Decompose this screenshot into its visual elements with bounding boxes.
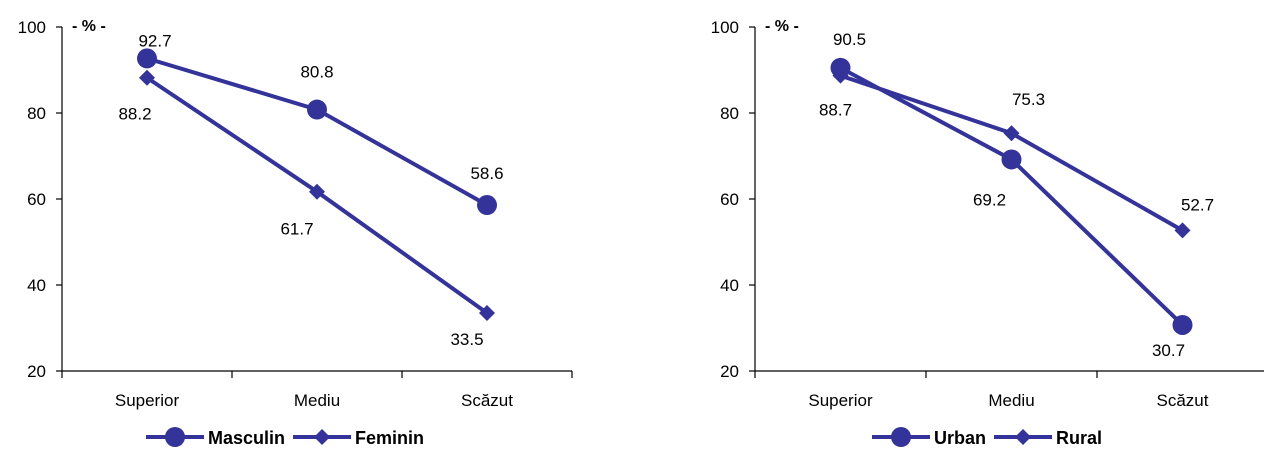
- legend-label-rural: Rural: [1056, 428, 1102, 448]
- legend-label-feminin: Feminin: [355, 428, 424, 448]
- data-point-urban: [830, 57, 851, 78]
- y-tick-label: 100: [18, 18, 46, 37]
- chart-panel-2: 20 40 60 80 100 Superior Mediu Scăzut - % - 90.5 6…: [711, 18, 1264, 448]
- y-tick-label: 100: [711, 18, 739, 37]
- data-label: 30.7: [1152, 341, 1185, 360]
- data-point-rural: [1003, 125, 1020, 142]
- data-label: 80.8: [300, 63, 333, 82]
- data-label: 33.5: [450, 330, 483, 349]
- data-label: 88.2: [118, 105, 151, 124]
- y-tick-label: 60: [27, 190, 46, 209]
- y-tick-label: 80: [27, 104, 46, 123]
- y-unit-label: - % -: [765, 18, 799, 35]
- y-tick-label: 40: [720, 276, 739, 295]
- data-point-urban: [1001, 149, 1022, 170]
- legend: Urban Rural: [872, 427, 1102, 448]
- data-point-feminin: [309, 183, 325, 200]
- legend: Masculin Feminin: [146, 427, 424, 448]
- chart-panel-1: 20 40 60 80 100 Superior Mediu Scăzut - % - 92.7 8…: [18, 18, 573, 448]
- legend-marker-diamond: [1015, 429, 1032, 445]
- data-point-feminin: [479, 304, 495, 321]
- y-tick-label: 20: [27, 362, 46, 381]
- x-tick-label: Scăzut: [1157, 391, 1209, 410]
- y-tick-label: 40: [27, 276, 46, 295]
- x-tick-label: Superior: [115, 391, 180, 410]
- data-label: 58.6: [470, 164, 503, 183]
- y-tick-label: 20: [720, 362, 739, 381]
- data-point-masculin: [137, 48, 157, 69]
- legend-label-urban: Urban: [934, 428, 986, 448]
- data-point-urban: [1172, 314, 1193, 335]
- data-point-feminin: [139, 69, 155, 86]
- data-label: 88.7: [819, 101, 852, 120]
- y-unit-label: - % -: [72, 18, 106, 35]
- x-tick-label: Mediu: [988, 391, 1034, 410]
- data-label: 90.5: [833, 30, 866, 49]
- data-label: 61.7: [280, 220, 313, 239]
- data-label: 92.7: [138, 31, 171, 50]
- legend-marker-circle: [165, 427, 185, 447]
- legend-marker-diamond: [314, 429, 331, 445]
- x-tick-label: Superior: [808, 391, 873, 410]
- y-tick-label: 80: [720, 104, 739, 123]
- data-label: 52.7: [1181, 195, 1214, 214]
- legend-marker-circle: [891, 427, 911, 447]
- data-point-masculin: [307, 99, 327, 120]
- x-tick-label: Mediu: [294, 391, 340, 410]
- data-point-rural: [1174, 222, 1191, 239]
- data-label: 75.3: [1012, 90, 1045, 109]
- x-tick-label: Scăzut: [461, 391, 513, 410]
- y-tick-label: 60: [720, 190, 739, 209]
- data-label: 69.2: [973, 190, 1006, 209]
- data-point-masculin: [477, 195, 497, 216]
- legend-label-masculin: Masculin: [208, 428, 285, 448]
